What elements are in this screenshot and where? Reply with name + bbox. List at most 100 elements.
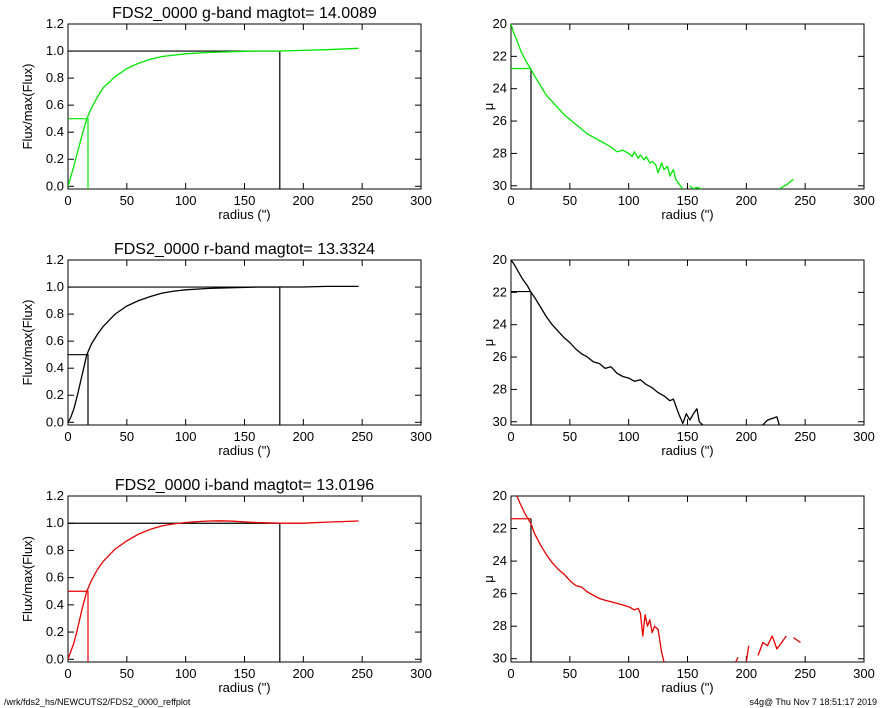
mu-profile-line-2 (745, 645, 750, 662)
x-tick-label: 250 (351, 429, 373, 444)
chart-panel-i-mu: 0 50 100 150 200 250 300 20 22 24 26 28 30 radius (")… (481, 488, 875, 695)
mu-profile-line-0 (511, 260, 704, 425)
mu-profile-line-2 (778, 178, 794, 189)
x-tick-label: 100 (618, 429, 640, 444)
panel-title: FDS2_0000 g-band magtot= 14.0089 (112, 5, 377, 22)
y-tick-label: 26 (493, 349, 507, 364)
y-tick-label: 22 (493, 521, 507, 536)
x-tick-label: 200 (735, 429, 757, 444)
plot-frame (67, 495, 422, 663)
x-tick-label: 50 (120, 429, 134, 444)
y-tick-label: 24 (493, 553, 507, 568)
half-light-radius-marker (68, 354, 89, 425)
x-tick-label: 250 (794, 193, 816, 208)
x-axis-label: radius (") (661, 680, 713, 695)
y-tick-label: 1.0 (46, 515, 64, 530)
data-layer (511, 260, 780, 425)
x-tick-label: 100 (618, 666, 640, 681)
data-layer (68, 520, 359, 662)
file-path-label: /wrk/fds2_hs/NEWCUTS2/FDS2_0000_reffplot (4, 697, 191, 707)
total-radius-marker (68, 522, 281, 662)
y-axis-label: Flux/max(Flux) (20, 64, 35, 150)
y-tick-label: 20 (493, 252, 507, 267)
mu-profile-line-3 (757, 635, 787, 656)
x-axis-label: radius (") (661, 443, 713, 458)
x-tick-label: 0 (64, 193, 71, 208)
y-tick-label: 26 (493, 586, 507, 601)
x-tick-label: 0 (507, 193, 514, 208)
y-tick-label: 1.0 (46, 279, 64, 294)
y-tick-label: 22 (493, 48, 507, 63)
x-tick-label: 300 (410, 666, 432, 681)
user-timestamp-label: s4g@ Thu Nov 7 18:51:17 2019 (749, 697, 877, 707)
y-tick-label: 0.8 (46, 542, 64, 557)
y-tick-label: 1.2 (46, 16, 64, 31)
y-tick-label: 0.2 (46, 624, 64, 639)
y-tick-label: 30 (493, 414, 507, 429)
y-tick-label: 0.2 (46, 387, 64, 402)
x-tick-label: 300 (410, 429, 432, 444)
plot-frame (67, 259, 422, 426)
plot-frame (510, 259, 865, 426)
y-tick-label: 0.0 (46, 414, 64, 429)
growth-curve-line-0 (68, 520, 359, 660)
x-tick-label: 150 (677, 666, 699, 681)
mu-profile-line-1 (735, 656, 739, 662)
y-tick-label: 20 (493, 16, 507, 31)
chart-panel-i-flux: 0 50 100 150 200 250 300 0.0 0.2 0.4 0.6 0.8 1.0 1.2 r… (20, 477, 432, 695)
y-tick-label: 22 (493, 284, 507, 299)
y-tick-label: 1.0 (46, 43, 64, 58)
y-tick-label: 24 (493, 317, 507, 332)
chart-panel-g-flux: 0 50 100 150 200 250 300 0.0 0.2 0.4 0.6 0.8 1.0 1.2 r… (20, 5, 432, 222)
x-tick-label: 50 (563, 429, 577, 444)
y-tick-label: 28 (493, 145, 507, 160)
x-axis-label: radius (") (218, 443, 270, 458)
y-tick-label: 0.6 (46, 570, 64, 585)
x-tick-label: 50 (563, 193, 577, 208)
y-tick-label: 0.0 (46, 651, 64, 666)
plot-frame (67, 23, 422, 190)
x-tick-label: 250 (794, 666, 816, 681)
y-tick-label: 30 (493, 651, 507, 666)
x-tick-label: 50 (120, 193, 134, 208)
x-tick-label: 200 (735, 666, 757, 681)
y-tick-label: 30 (493, 178, 507, 193)
x-tick-label: 100 (618, 193, 640, 208)
half-light-radius-marker (68, 590, 89, 662)
x-tick-label: 100 (175, 429, 197, 444)
plot-frame (510, 495, 865, 663)
x-axis-label: radius (") (218, 680, 270, 695)
x-axis-label: radius (") (218, 207, 270, 222)
half-light-radius-marker (68, 118, 89, 189)
x-tick-label: 200 (292, 429, 314, 444)
x-tick-label: 100 (175, 666, 197, 681)
x-tick-label: 0 (507, 666, 514, 681)
mu-profile-line-1 (689, 185, 702, 189)
x-tick-label: 100 (175, 193, 197, 208)
y-tick-label: 26 (493, 113, 507, 128)
x-tick-label: 300 (853, 429, 875, 444)
x-tick-label: 150 (234, 666, 256, 681)
x-tick-label: 150 (234, 193, 256, 208)
chart-panel-g-mu: 0 50 100 150 200 250 300 20 22 24 26 28 30 radius (")… (481, 16, 875, 222)
x-tick-label: 150 (234, 429, 256, 444)
x-tick-label: 50 (120, 666, 134, 681)
x-tick-label: 0 (507, 429, 514, 444)
y-tick-label: 0.0 (46, 178, 64, 193)
y-tick-label: 0.6 (46, 333, 64, 348)
y-tick-label: 1.2 (46, 488, 64, 503)
x-axis-label: radius (") (661, 207, 713, 222)
x-tick-label: 50 (563, 666, 577, 681)
y-tick-label: 0.4 (46, 597, 64, 612)
y-axis-label: Flux/max(Flux) (20, 536, 35, 622)
mu-profile-line-0 (511, 24, 684, 189)
y-axis-label: Flux/max(Flux) (20, 300, 35, 386)
data-layer (68, 47, 359, 189)
total-radius-marker (68, 50, 281, 189)
x-tick-label: 300 (853, 193, 875, 208)
mu-profile-line-4 (793, 637, 801, 644)
x-tick-label: 150 (677, 193, 699, 208)
total-radius-marker (68, 286, 281, 425)
x-tick-label: 150 (677, 429, 699, 444)
x-tick-label: 300 (410, 193, 432, 208)
